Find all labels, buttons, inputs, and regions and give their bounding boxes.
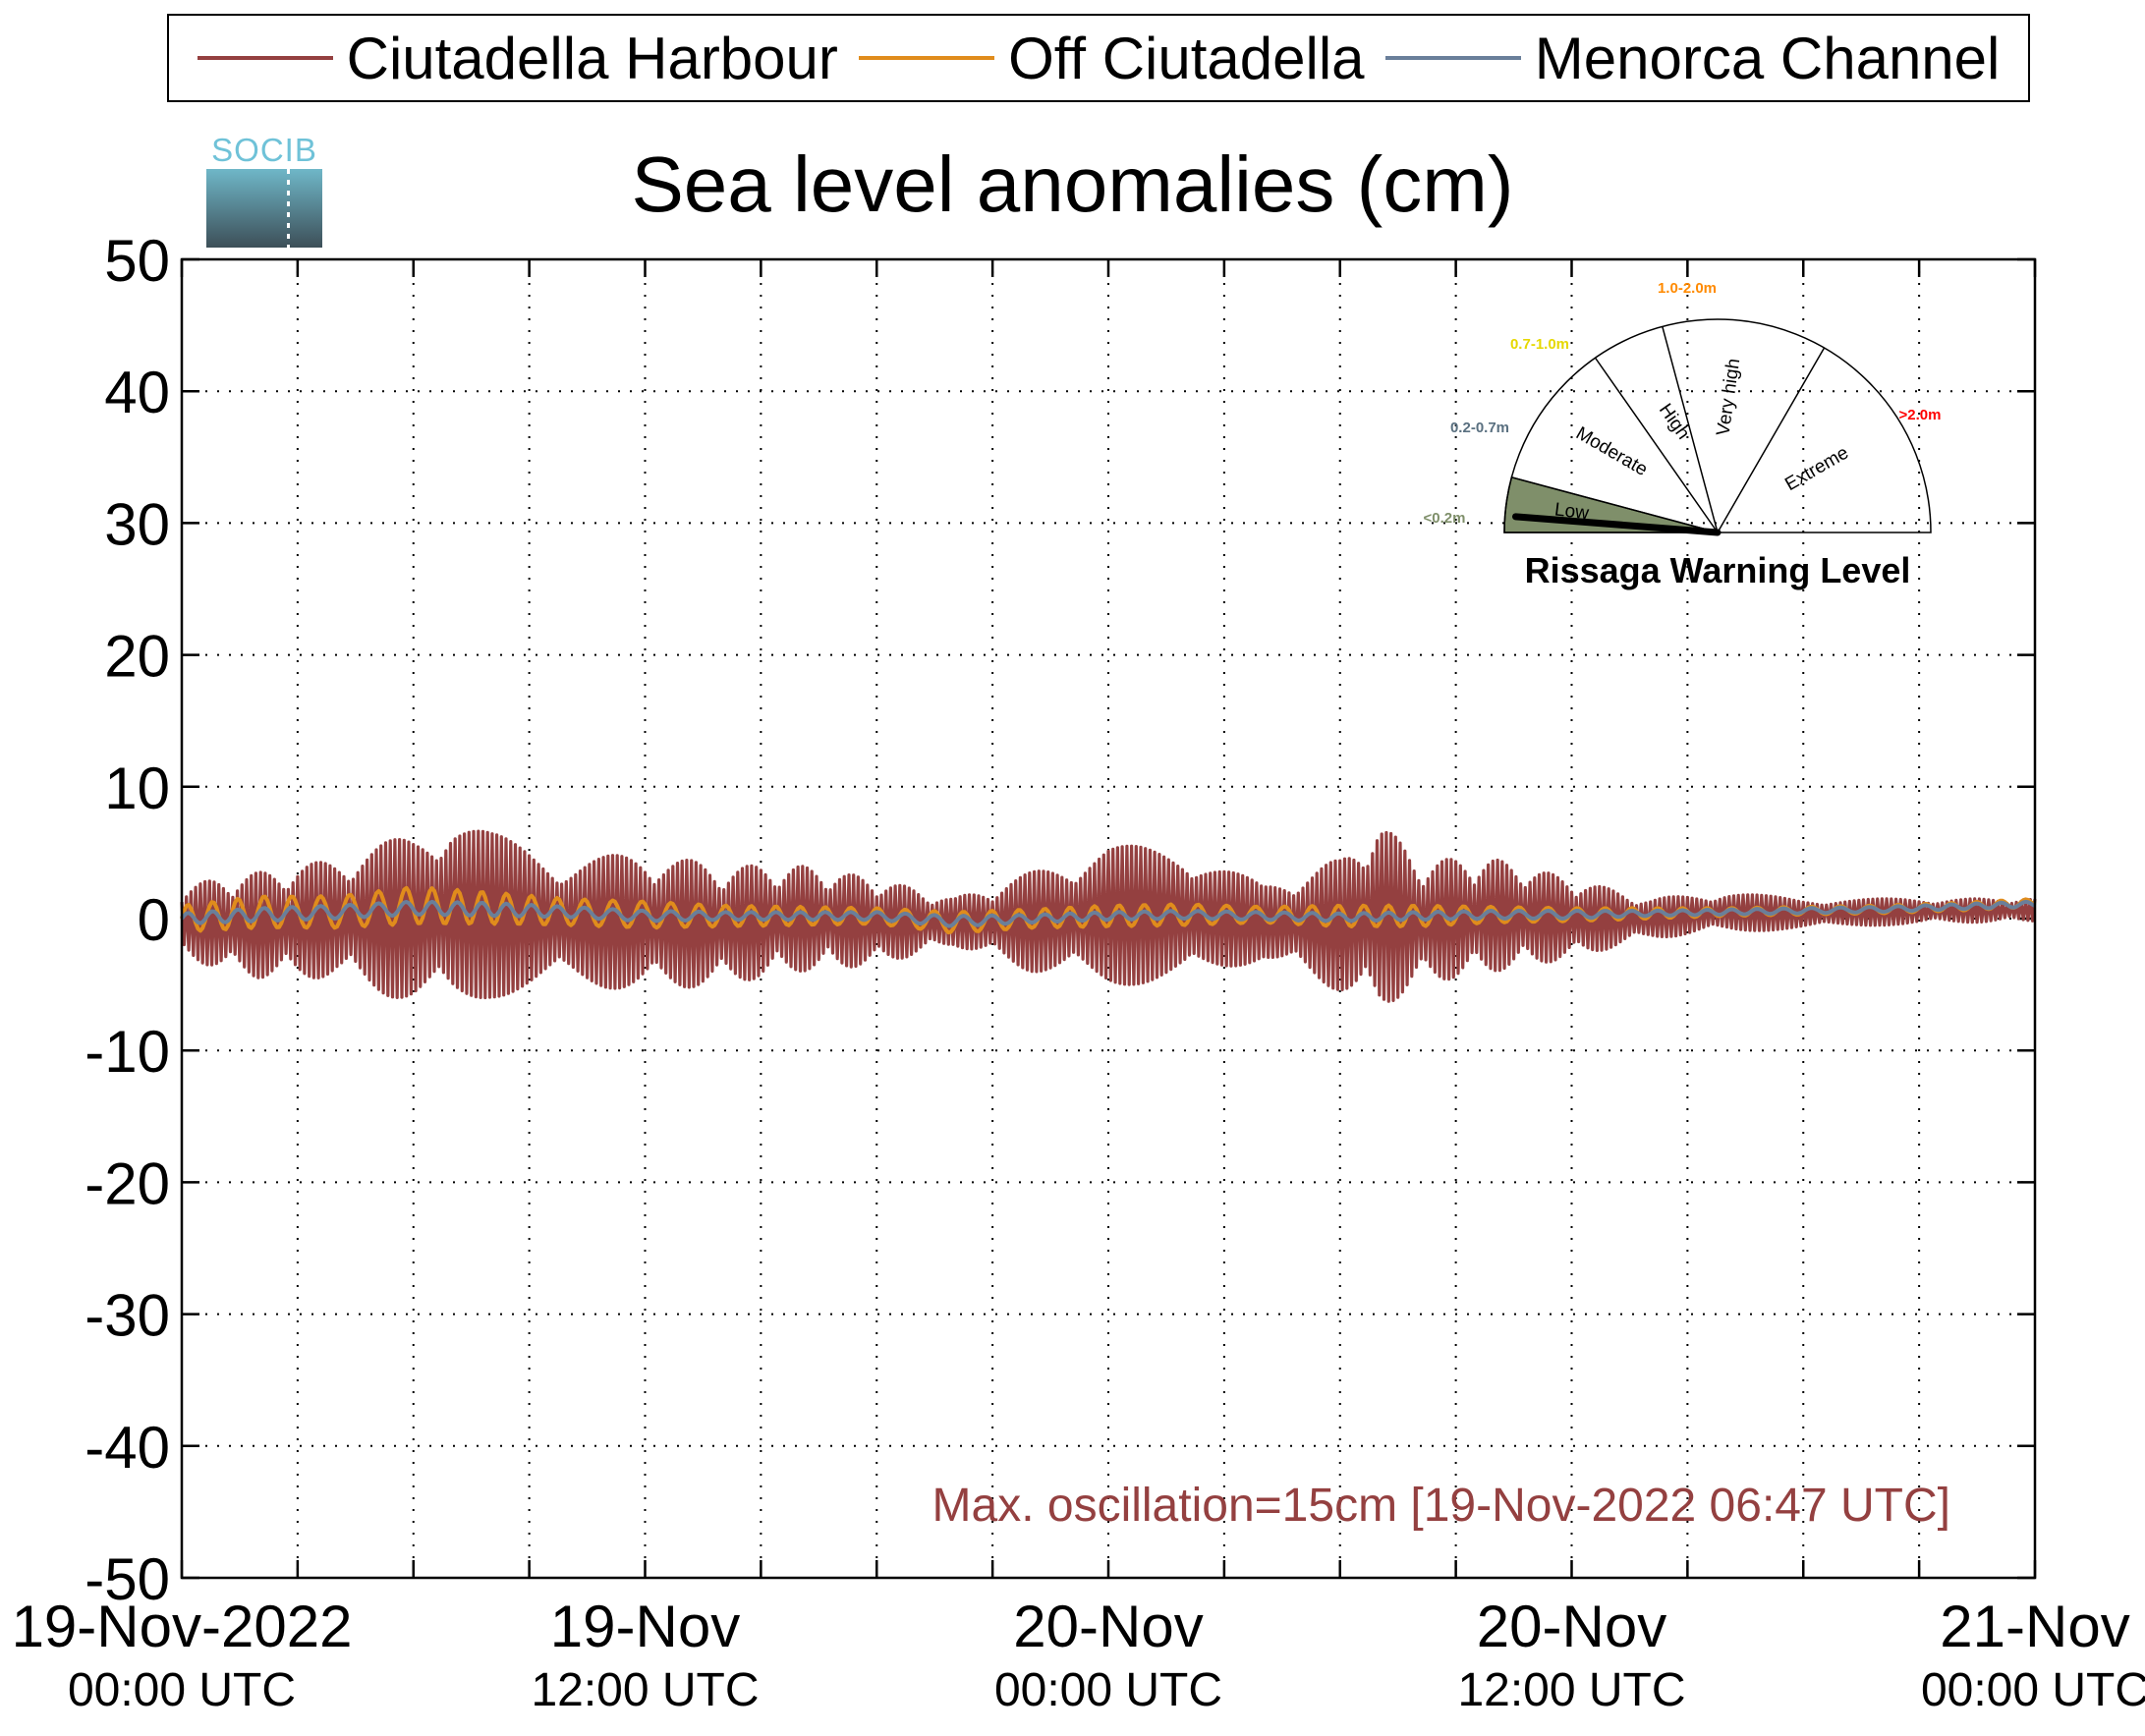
gauge-range-label: 0.2-0.7m	[1450, 420, 1509, 436]
max-oscillation-annotation: Max. oscillation=15cm [19-Nov-2022 06:47…	[932, 1480, 1950, 1532]
logo-marks	[287, 169, 290, 248]
gauge-divider	[1662, 326, 1719, 533]
gauge-divider	[1594, 357, 1719, 533]
x-tick-label-time: 12:00 UTC	[531, 1664, 759, 1716]
legend-swatch-ciutadella-harbour	[197, 56, 333, 60]
y-tick-label: -10	[85, 1019, 170, 1085]
socib-logo: SOCIB	[206, 132, 322, 248]
logo-block	[206, 169, 322, 248]
x-tick-label-time: 12:00 UTC	[1457, 1664, 1685, 1716]
logo-text: SOCIB	[211, 132, 317, 168]
legend-item-ciutadella-harbour: Ciutadella Harbour	[197, 25, 838, 92]
y-tick-label: 20	[104, 624, 170, 690]
series-line-ciutadella-harbour	[180, 829, 2037, 1003]
gauge-range-label: 1.0-2.0m	[1658, 280, 1717, 297]
series-line-menorca-channel	[180, 899, 2036, 928]
gauge-range-label: 0.7-1.0m	[1510, 336, 1569, 353]
legend: Ciutadella Harbour Off Ciutadella Menorc…	[167, 14, 2030, 102]
y-tick-label: 10	[104, 756, 170, 821]
legend-item-off-ciutadella: Off Ciutadella	[859, 25, 1365, 92]
gauge-range-label: >2.0m	[1899, 407, 1942, 423]
legend-swatch-menorca-channel	[1384, 56, 1521, 60]
legend-item-menorca-channel: Menorca Channel	[1384, 25, 2001, 92]
gauge-divider	[1717, 347, 1826, 533]
chart-title: Sea level anomalies (cm)	[631, 140, 1514, 228]
y-tick-label: -20	[85, 1150, 170, 1216]
x-tick-label: 20-Nov	[1013, 1594, 1203, 1659]
x-tick-label: 20-Nov	[1477, 1594, 1666, 1659]
legend-label: Off Ciutadella	[1008, 25, 1365, 91]
x-tick-label-time: 00:00 UTC	[1921, 1664, 2145, 1716]
x-tick-label: 19-Nov	[550, 1594, 740, 1659]
y-tick-label: -30	[85, 1283, 170, 1349]
x-tick-label: 19-Nov-2022	[12, 1594, 353, 1659]
y-tick-label: 0	[138, 887, 170, 953]
legend-swatch-off-ciutadella	[859, 56, 995, 60]
y-tick-label: 30	[104, 491, 170, 557]
gauge-range-label: <0.2m	[1424, 510, 1466, 527]
gauge-divider	[1511, 476, 1719, 533]
x-tick-label-time: 00:00 UTC	[68, 1664, 296, 1716]
legend-label: Ciutadella Harbour	[346, 25, 838, 91]
plot-frame	[180, 257, 2037, 1580]
x-tick-label: 21-Nov	[1940, 1594, 2129, 1659]
x-tick-label-time: 00:00 UTC	[994, 1664, 1222, 1716]
legend-label: Menorca Channel	[1534, 25, 2001, 91]
gauge-title: Rissaga Warning Level	[1525, 550, 1911, 590]
y-tick-label: 50	[104, 228, 170, 294]
gauge-outline	[1503, 318, 1932, 533]
gauge-needle	[1511, 513, 1722, 536]
y-tick-label: -50	[85, 1546, 170, 1612]
y-tick-label: 40	[104, 360, 170, 425]
y-tick-label: -40	[85, 1415, 170, 1481]
